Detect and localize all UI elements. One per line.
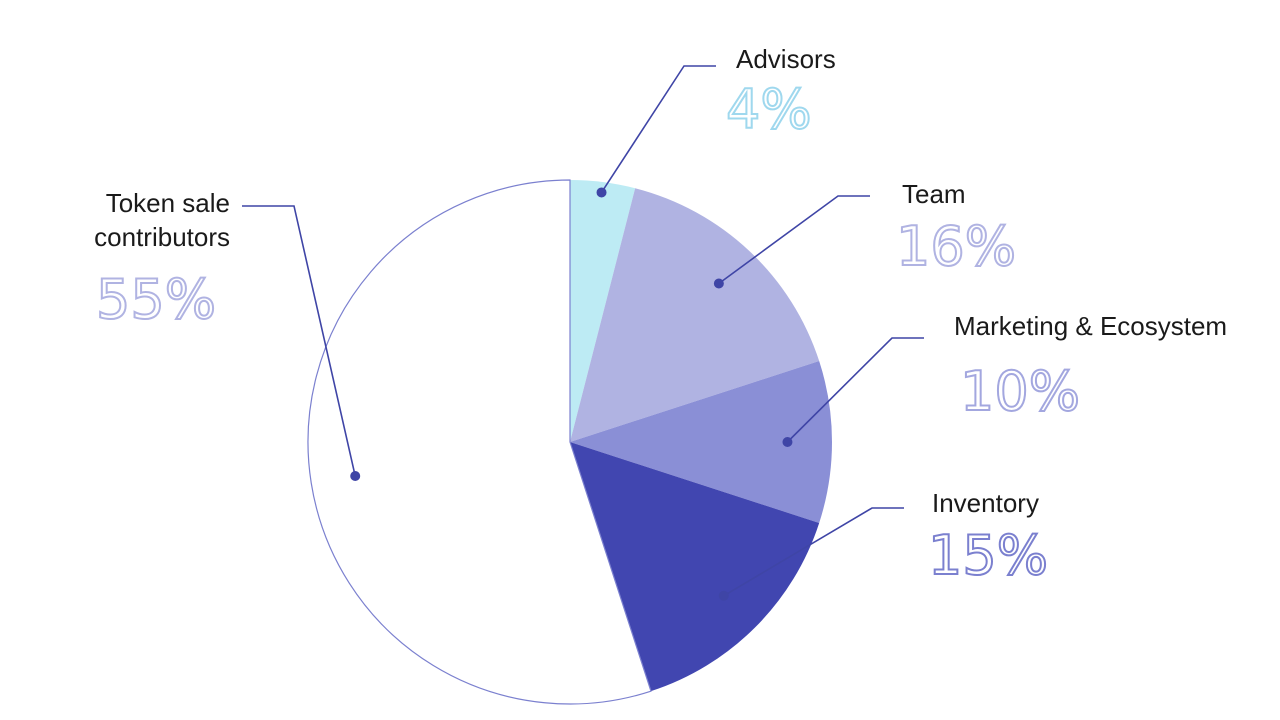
pie-slices bbox=[307, 179, 833, 705]
pie-slice-token-sale-contributors bbox=[307, 179, 652, 705]
slice-value-advisors: 4% bbox=[726, 78, 812, 141]
slice-labels: Advisors 4% Team 16% Marketing & Ecosystem 10… bbox=[94, 44, 1227, 588]
leader-dot-token-sale-contributors bbox=[350, 471, 361, 482]
leader-line-marketing-ecosystem bbox=[786, 337, 924, 443]
slice-label-team: Team bbox=[902, 179, 966, 209]
leader-line-token-sale-contributors bbox=[242, 205, 356, 477]
slice-label-token-sale-contributors: Token sale contributors bbox=[94, 188, 230, 252]
slice-label-advisors: Advisors bbox=[736, 44, 836, 74]
leader-lines bbox=[242, 65, 924, 601]
slice-value-inventory: 15% bbox=[928, 524, 1048, 587]
slice-value-marketing-ecosystem: 10% bbox=[960, 360, 1080, 423]
pie-slice-inventory bbox=[570, 442, 820, 692]
slice-label-marketing-ecosystem: Marketing & Ecosystem bbox=[954, 311, 1227, 341]
slice-value-token-sale-contributors: 55% bbox=[96, 268, 216, 331]
slice-label-inventory: Inventory bbox=[932, 488, 1039, 518]
leader-line-advisors bbox=[600, 65, 716, 193]
leader-line-team bbox=[718, 195, 870, 285]
leader-dot-marketing-ecosystem bbox=[782, 437, 793, 447]
leader-dot-advisors bbox=[596, 187, 607, 198]
pie-slice-team bbox=[570, 188, 820, 442]
pie-slice-advisors bbox=[570, 180, 636, 442]
pie-slice-marketing-ecosystem bbox=[570, 361, 833, 523]
leader-dot-team bbox=[713, 278, 724, 289]
leader-dot-inventory bbox=[718, 590, 729, 601]
leader-line-inventory bbox=[723, 507, 904, 597]
slice-value-team: 16% bbox=[896, 215, 1016, 278]
